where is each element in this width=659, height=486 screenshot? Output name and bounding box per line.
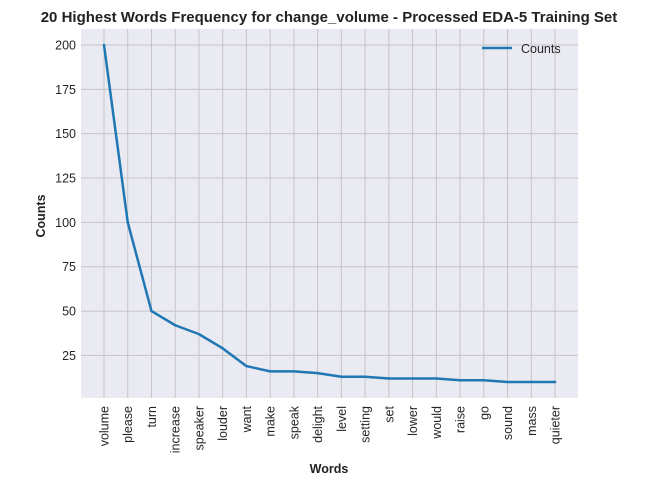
data-point xyxy=(364,376,366,378)
x-tick-label: sound xyxy=(501,406,515,440)
data-point xyxy=(340,376,342,378)
data-point xyxy=(174,324,176,326)
x-tick-label: volume xyxy=(98,406,112,446)
data-point xyxy=(506,381,508,383)
legend-label-counts: Counts xyxy=(521,42,561,56)
data-point xyxy=(530,381,532,383)
data-point xyxy=(103,44,105,46)
y-tick-label: 150 xyxy=(55,127,76,141)
x-tick-label: speak xyxy=(287,405,301,439)
data-point xyxy=(316,372,318,374)
x-tick-label: set xyxy=(382,405,396,422)
y-tick-label: 100 xyxy=(55,216,76,230)
y-tick-label: 125 xyxy=(55,172,76,186)
y-axis-label: Counts xyxy=(34,194,48,237)
x-tick-label: raise xyxy=(454,406,468,433)
x-tick-label: louder xyxy=(216,406,230,441)
x-tick-label: delight xyxy=(311,405,325,442)
data-point xyxy=(221,347,223,349)
x-tick-label: would xyxy=(430,406,444,440)
x-axis-label: Words xyxy=(310,462,349,476)
x-tick-label: please xyxy=(121,406,135,443)
data-point xyxy=(388,377,390,379)
data-point xyxy=(483,379,485,381)
x-tick-label: speaker xyxy=(192,406,206,450)
data-point xyxy=(293,370,295,372)
data-point xyxy=(459,379,461,381)
x-tick-label: lower xyxy=(406,406,420,436)
y-tick-label: 175 xyxy=(55,83,76,97)
plot-area xyxy=(81,29,578,398)
x-tick-label: want xyxy=(240,405,254,433)
y-tick-label: 200 xyxy=(55,38,76,52)
y-tick-label: 25 xyxy=(62,349,76,363)
y-tick-label: 75 xyxy=(62,260,76,274)
data-point xyxy=(198,333,200,335)
x-tick-label: increase xyxy=(169,406,183,453)
data-point xyxy=(411,377,413,379)
data-point xyxy=(435,377,437,379)
y-tick-label: 50 xyxy=(62,305,76,319)
x-tick-label: make xyxy=(264,406,278,437)
x-tick-label: turn xyxy=(145,406,159,428)
x-tick-label: go xyxy=(477,406,491,420)
data-point xyxy=(245,365,247,367)
x-tick-label: setting xyxy=(359,406,373,443)
data-point xyxy=(554,381,556,383)
chart-title: 20 Highest Words Frequency for change_vo… xyxy=(41,9,618,26)
x-tick-label: level xyxy=(335,406,349,432)
data-point xyxy=(269,370,271,372)
data-point xyxy=(127,221,129,223)
x-tick-label: quieter xyxy=(549,406,563,444)
x-axis-ticks: volume please turn increase speaker louder wan… xyxy=(98,405,563,453)
y-axis-ticks: 25 50 75 100 125 150 175 200 xyxy=(55,38,76,362)
data-point xyxy=(150,310,152,312)
x-tick-label: mass xyxy=(525,406,539,436)
